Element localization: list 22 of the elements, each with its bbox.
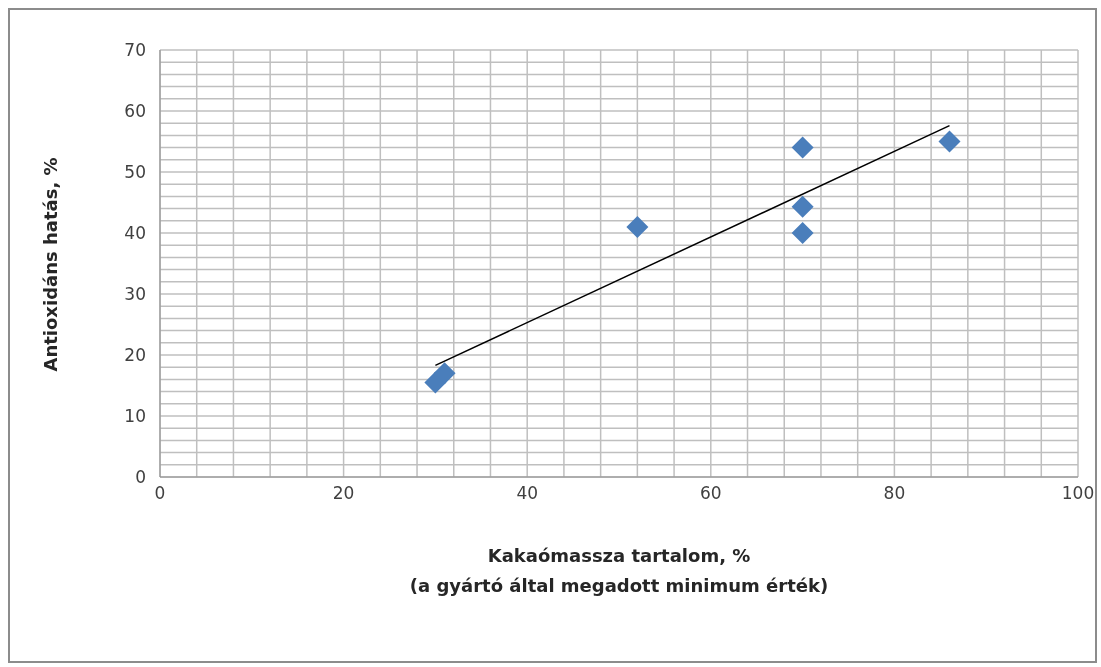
y-tick-label: 60 <box>124 101 146 121</box>
point <box>791 136 814 159</box>
x-axis-title: Kakaómassza tartalom, % (a gyártó által megadott minimum érték) <box>409 545 829 596</box>
x-tick-label: 60 <box>699 483 722 503</box>
x-tick-label: 100 <box>1061 483 1095 503</box>
y-tick-label: 30 <box>124 284 146 304</box>
y-tick-label: 50 <box>124 162 146 182</box>
point <box>626 215 649 238</box>
point <box>791 195 814 218</box>
x-tick-label: 20 <box>332 483 355 503</box>
point <box>938 130 961 153</box>
y-tick-label: 10 <box>124 406 146 426</box>
y-tick-label: 0 <box>135 467 146 487</box>
x-tick-label: 40 <box>516 483 539 503</box>
y-tick-label: 70 <box>124 40 146 60</box>
x-tick-label: 0 <box>154 483 166 503</box>
y-tick-label: 40 <box>124 223 146 243</box>
y-axis-title: Antioxidáns hatás, % <box>39 157 61 372</box>
point <box>791 222 814 244</box>
point <box>433 362 456 385</box>
y-tick-label: 20 <box>124 345 146 365</box>
x-tick-label: 80 <box>883 483 906 503</box>
